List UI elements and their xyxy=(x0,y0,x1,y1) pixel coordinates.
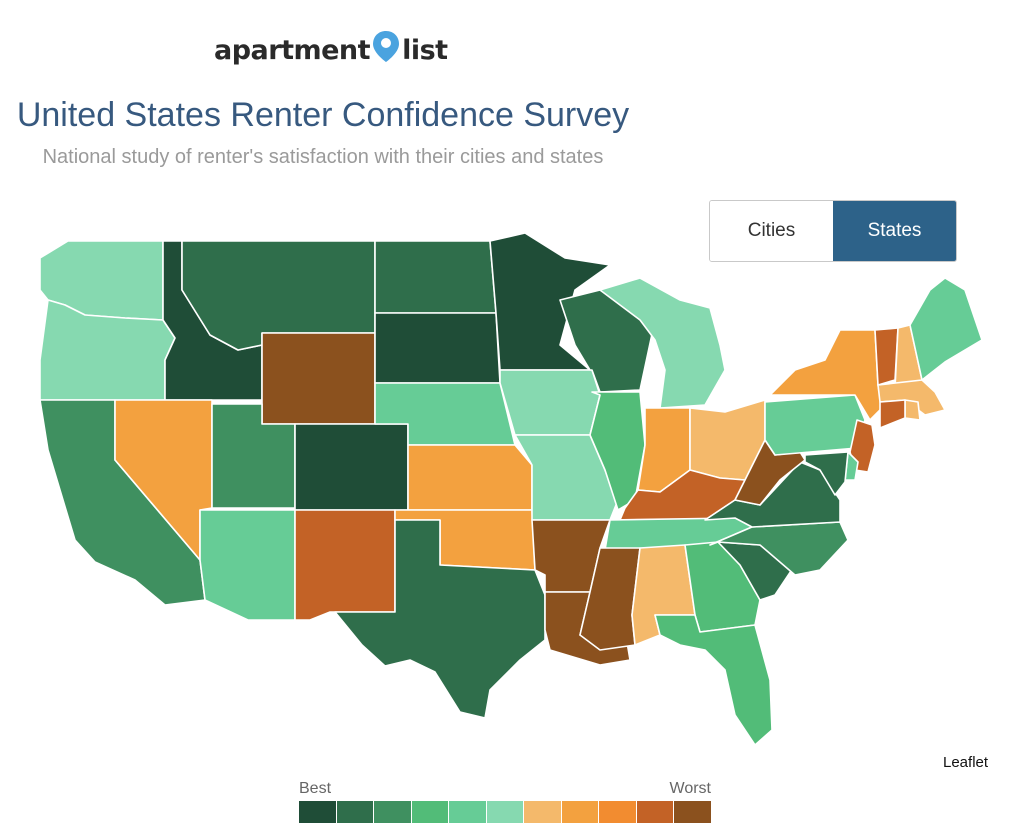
logo-text-left: apartment xyxy=(214,34,371,66)
state-vermont[interactable] xyxy=(874,327,899,386)
state-rhode-island[interactable] xyxy=(904,399,921,421)
state-iowa[interactable] xyxy=(499,369,601,436)
legend-swatch xyxy=(524,801,561,823)
states-toggle-button[interactable]: States xyxy=(833,201,956,261)
state-colorado[interactable] xyxy=(294,423,409,511)
legend-swatch xyxy=(486,801,523,823)
legend-best-label: Best xyxy=(299,780,332,797)
state-south-dakota[interactable] xyxy=(374,312,501,384)
state-pennsylvania[interactable] xyxy=(764,394,866,456)
us-states-map[interactable] xyxy=(30,230,990,750)
legend-swatch xyxy=(599,801,636,823)
legend-swatch xyxy=(449,801,486,823)
state-maine[interactable] xyxy=(909,277,983,381)
legend-swatch xyxy=(299,801,336,823)
legend-swatch xyxy=(561,801,598,823)
legend-swatch xyxy=(336,801,373,823)
state-arizona[interactable] xyxy=(199,509,296,621)
apartment-list-logo[interactable]: apartment list xyxy=(214,30,448,70)
legend-swatch xyxy=(374,801,411,823)
state-new-jersey[interactable] xyxy=(849,419,876,473)
legend-worst-label: Worst xyxy=(669,780,711,797)
state-illinois[interactable] xyxy=(589,391,646,511)
state-michigan[interactable] xyxy=(599,277,726,409)
choropleth-map-svg xyxy=(39,232,983,746)
state-new-mexico[interactable] xyxy=(294,509,396,621)
state-kansas[interactable] xyxy=(407,444,533,511)
state-wyoming[interactable] xyxy=(261,332,376,425)
logo-text-right: list xyxy=(402,34,448,66)
map-legend: Best Worst xyxy=(299,780,711,824)
page-subtitle: National study of renter's satisfaction … xyxy=(42,146,604,168)
state-florida[interactable] xyxy=(654,614,773,746)
legend-swatch xyxy=(636,801,673,823)
state-texas[interactable] xyxy=(334,519,546,719)
page-title: United States Renter Confidence Survey xyxy=(16,96,630,134)
map-attribution[interactable]: Leaflet xyxy=(943,754,989,771)
state-north-dakota[interactable] xyxy=(374,240,497,314)
legend-swatch xyxy=(674,801,711,823)
state-maryland[interactable] xyxy=(804,451,849,496)
cities-toggle-button[interactable]: Cities xyxy=(710,201,833,261)
legend-color-scale xyxy=(299,801,711,823)
state-connecticut[interactable] xyxy=(879,399,906,429)
legend-swatch xyxy=(411,801,448,823)
map-pin-icon xyxy=(373,31,400,62)
view-toggle: Cities States xyxy=(709,200,957,262)
